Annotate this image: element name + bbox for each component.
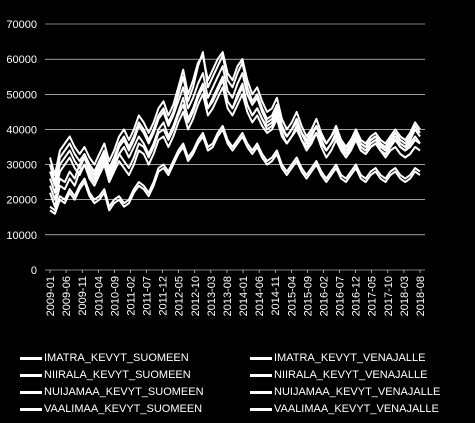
legend-label: VAALIMAA_KEVYT_VENAJALLE: [274, 403, 439, 415]
y-tick-label: 0: [31, 265, 37, 277]
legend-swatch: [250, 373, 272, 377]
legend-swatch: [20, 407, 42, 411]
legend-label: NUIJAMAA_KEVYT_VENAJALLE: [274, 386, 441, 398]
x-tick-label: 2010-09: [109, 276, 121, 316]
y-tick-label: 70000: [6, 19, 37, 31]
y-tick-label: 30000: [6, 160, 37, 172]
legend-label: NUIJAMAA_KEVYT_SUOMEEN: [44, 386, 204, 398]
legend-swatch: [250, 407, 272, 411]
legend-label: NIIRALA_KEVYT_VENAJALLE: [274, 369, 428, 381]
x-tick-label: 2011-02: [125, 276, 137, 316]
x-tick-label: 2011-07: [142, 276, 154, 316]
y-tick-label: 20000: [6, 195, 37, 207]
legend-item: NIIRALA_KEVYT_VENAJALLE: [250, 367, 427, 383]
legend-label: IMATRA_KEVYT_VENAJALLE: [274, 352, 426, 364]
series-line-niirala-kevyt-venajalle: [49, 124, 421, 212]
x-tick-label: 2013-08: [222, 276, 234, 316]
x-tick-label: 2016-12: [351, 276, 363, 316]
legend-item: IMATRA_KEVYT_SUOMEEN: [20, 350, 189, 366]
series-line-niirala-kevyt-suomeen: [49, 128, 421, 215]
x-tick-label: 2012-10: [190, 276, 202, 316]
x-tick-label: 2016-02: [318, 276, 330, 316]
y-tick-label: 50000: [6, 89, 37, 101]
x-tick-label: 2011-12: [158, 276, 170, 316]
legend-item: VAALIMAA_KEVYT_VENAJALLE: [250, 401, 439, 417]
x-tick-label: 2014-01: [238, 276, 250, 316]
series-line-vaalimaa-kevyt-suomeen: [49, 75, 421, 194]
y-tick-label: 40000: [6, 124, 37, 136]
legend-swatch: [20, 390, 42, 394]
x-tick-label: 2014-11: [270, 276, 282, 316]
y-tick-label: 10000: [6, 230, 37, 242]
x-tick-label: 2018-03: [399, 276, 411, 316]
legend-swatch: [250, 390, 272, 394]
y-axis-ticks: 0 10000 20000 30000 40000 50000 60000 70000: [6, 19, 37, 277]
legend-swatch: [20, 356, 42, 360]
x-axis-ticks: 2009-01 2009-06 2009-11 2010-04 2010-09 2011-…: [45, 270, 427, 316]
legend-item: IMATRA_KEVYT_VENAJALLE: [250, 350, 425, 366]
x-tick-label: 2013-03: [206, 276, 218, 316]
x-tick-label: 2010-04: [93, 276, 105, 316]
legend-swatch: [20, 373, 42, 377]
legend-swatch: [250, 356, 272, 360]
series-line-vaalimaa-kevyt-venajalle: [49, 65, 421, 187]
x-tick-label: 2017-05: [367, 276, 379, 316]
legend-label: NIIRALA_KEVYT_SUOMEEN: [44, 369, 191, 381]
x-tick-label: 2012-05: [174, 276, 186, 316]
x-tick-label: 2009-06: [61, 276, 73, 316]
series-lines: [49, 51, 421, 215]
legend-item: NUIJAMAA_KEVYT_SUOMEEN: [20, 384, 204, 400]
series-line-nuijamaa-kevyt-suomeen: [49, 51, 421, 184]
x-tick-label: 2017-10: [383, 276, 395, 316]
x-tick-label: 2018-08: [415, 276, 427, 316]
y-tick-label: 60000: [6, 54, 37, 66]
x-tick-label: 2014-06: [254, 276, 266, 316]
x-tick-label: 2009-01: [45, 276, 57, 316]
x-tick-label: 2015-09: [302, 276, 314, 316]
x-tick-label: 2015-04: [286, 276, 298, 316]
legend-item: NUIJAMAA_KEVYT_VENAJALLE: [250, 384, 440, 400]
series-line-nuijamaa-kevyt-venajalle: [49, 51, 421, 177]
x-tick-label: 2016-07: [335, 276, 347, 316]
legend-item: VAALIMAA_KEVYT_SUOMEEN: [20, 401, 202, 417]
legend-item: NIIRALA_KEVYT_SUOMEEN: [20, 367, 191, 383]
legend-label: IMATRA_KEVYT_SUOMEEN: [44, 352, 189, 364]
x-tick-label: 2009-11: [77, 276, 89, 316]
legend-label: VAALIMAA_KEVYT_SUOMEEN: [44, 403, 203, 415]
